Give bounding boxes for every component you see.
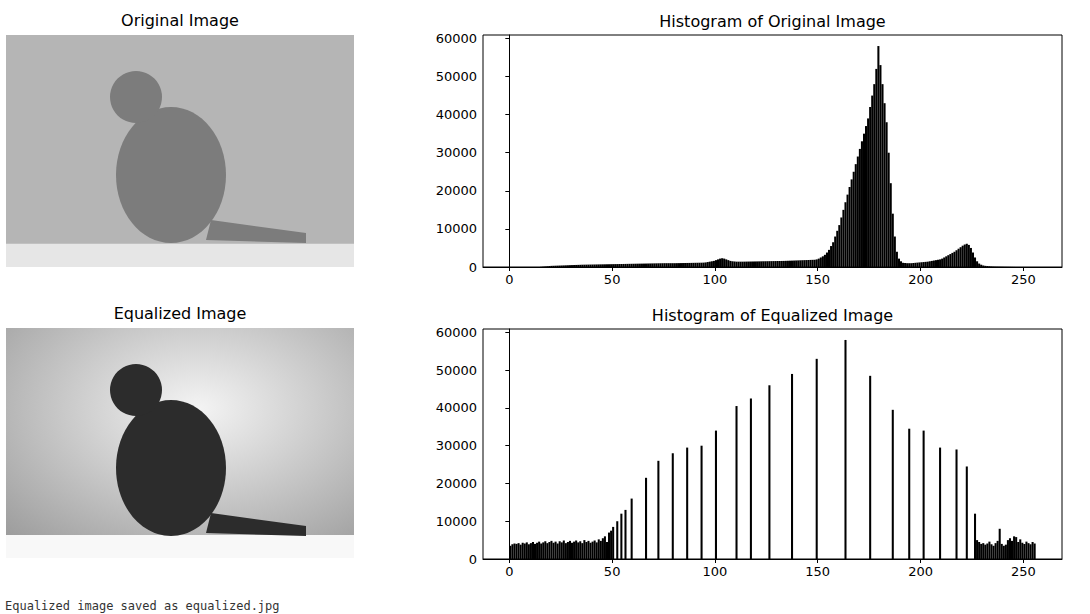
svg-text:150: 150 [805,564,830,579]
svg-text:0: 0 [469,552,477,567]
svg-text:60000: 60000 [436,31,477,46]
svg-text:30000: 30000 [436,438,477,453]
svg-text:Histogram of Equalized Image: Histogram of Equalized Image [652,306,893,325]
svg-text:40000: 40000 [436,107,477,122]
svg-text:30000: 30000 [436,145,477,160]
svg-text:250: 250 [1011,272,1036,287]
svg-text:250: 250 [1011,564,1036,579]
svg-text:Equalized Image: Equalized Image [114,304,247,323]
svg-text:200: 200 [908,564,933,579]
svg-text:100: 100 [703,272,728,287]
svg-text:0: 0 [469,260,477,275]
svg-text:20000: 20000 [436,183,477,198]
svg-text:100: 100 [703,564,728,579]
svg-text:0: 0 [505,564,513,579]
svg-text:0: 0 [505,272,513,287]
svg-text:50000: 50000 [436,363,477,378]
svg-text:Histogram of Original Image: Histogram of Original Image [659,12,885,31]
svg-text:Equalized image saved as equal: Equalized image saved as equalized.jpg [5,599,280,613]
svg-text:20000: 20000 [436,476,477,491]
svg-text:200: 200 [908,272,933,287]
svg-text:50: 50 [604,564,621,579]
svg-text:10000: 10000 [436,221,477,236]
svg-text:Original Image: Original Image [121,11,239,30]
svg-text:50000: 50000 [436,69,477,84]
svg-text:10000: 10000 [436,514,477,529]
svg-text:60000: 60000 [436,325,477,340]
svg-text:50: 50 [604,272,621,287]
svg-text:40000: 40000 [436,400,477,415]
svg-text:150: 150 [805,272,830,287]
